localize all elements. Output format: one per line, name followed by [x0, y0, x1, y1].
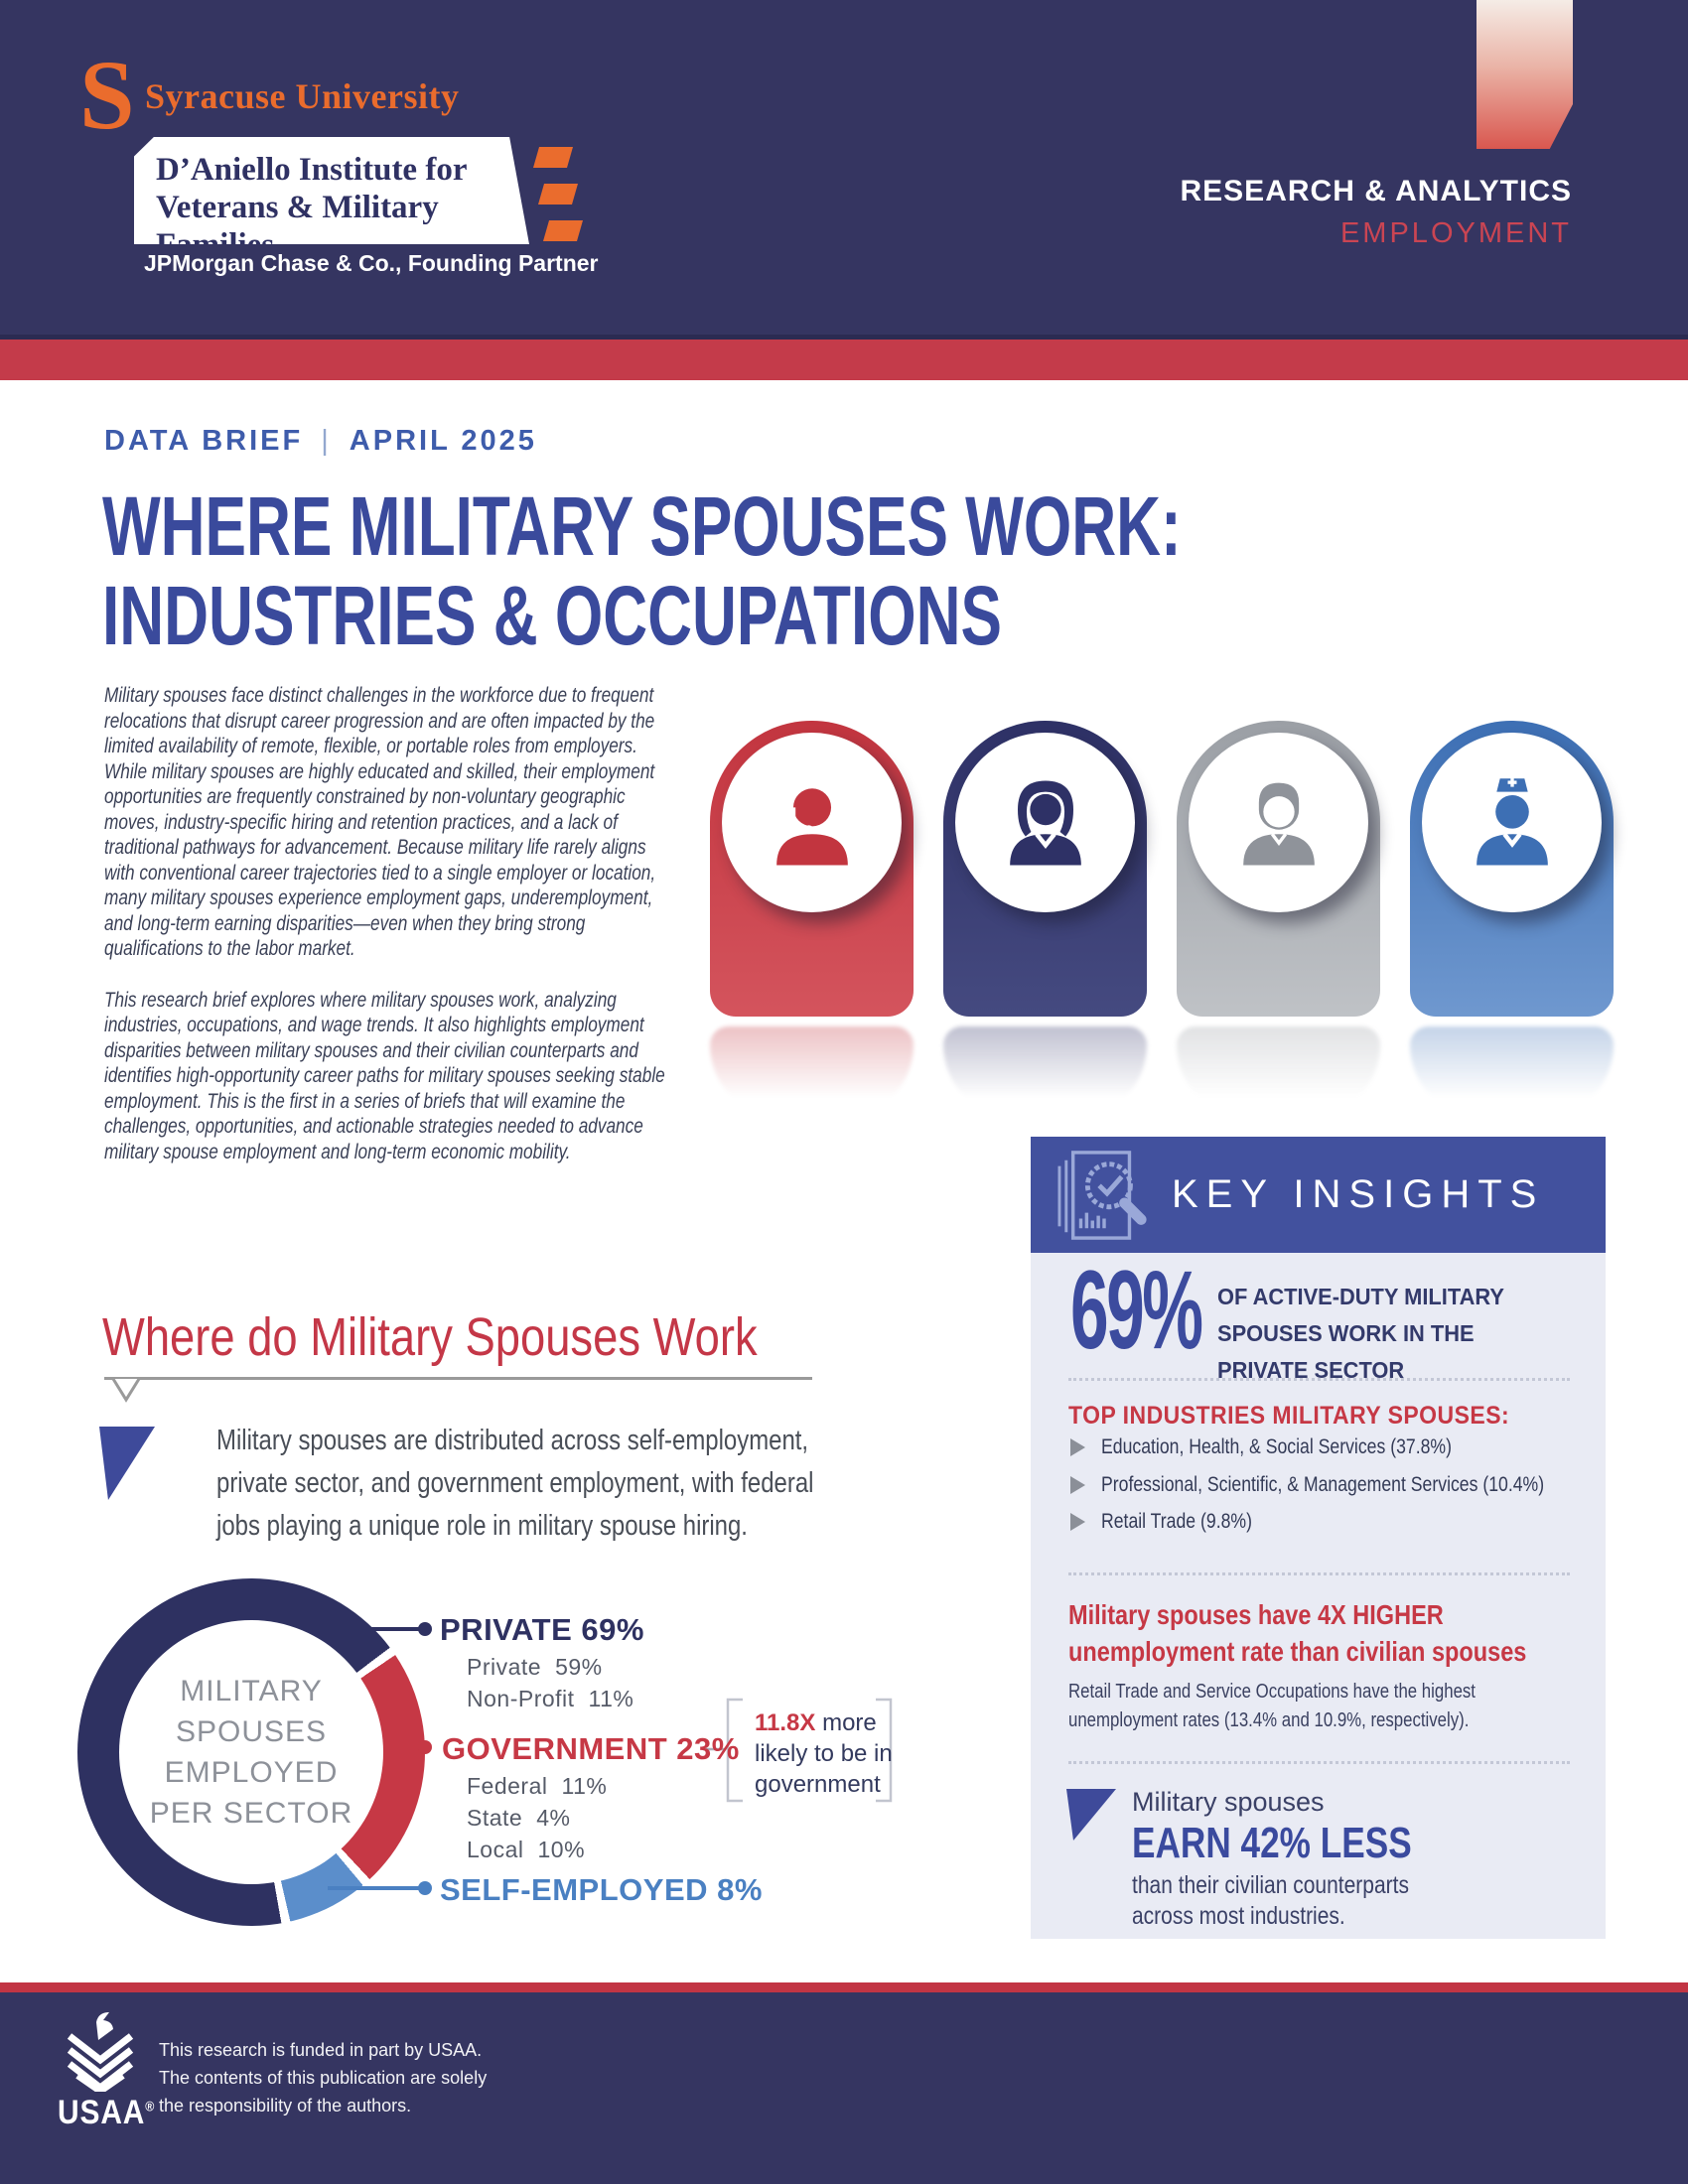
section-title: Where do Military Spouses Work	[102, 1307, 758, 1367]
section-intro: Military spouses are distributed across …	[216, 1420, 927, 1548]
label-private-sub: Non-Profit 11%	[467, 1686, 634, 1711]
section-intro-line1: Military spouses are distributed across …	[216, 1425, 809, 1456]
earnings-detail: than their civilian counterparts across …	[1132, 1871, 1409, 1930]
kicker-separator: |	[321, 425, 332, 457]
intro-paragraph-1: Military spouses face distinct challenge…	[104, 684, 656, 960]
university-name: Syracuse University	[145, 76, 460, 116]
founding-partner: JPMorgan Chase & Co., Founding Partner	[144, 250, 599, 276]
industry-item: Education, Health, & Social Services (37…	[1070, 1435, 1518, 1459]
key-insights-header: KEY INSIGHTS	[1031, 1137, 1606, 1253]
institute-name-line2: Veterans & Military Families	[156, 190, 439, 263]
dotted-divider	[1068, 1572, 1570, 1575]
occupation-pin-navy	[943, 721, 1147, 1017]
donut-center-label: MILITARY SPOUSES EMPLOYED PER SECTOR	[129, 1671, 373, 1834]
institute-name: D’Aniello Institute for Veterans & Milit…	[156, 151, 529, 263]
office-worker-icon	[1242, 782, 1315, 866]
top-industries-title: TOP INDUSTRIES MILITARY SPOUSES:	[1068, 1402, 1510, 1430]
earnings-stat: EARN 42% LESS	[1132, 1819, 1412, 1867]
header-band: S Syracuse University D’Aniello Institut…	[0, 0, 1688, 340]
report-magnifier-icon	[1057, 1151, 1147, 1240]
label-government-sub: Federal 11%	[467, 1773, 608, 1799]
label-government-sub: State 4%	[467, 1805, 571, 1831]
key-insights-panel: 69% OF ACTIVE-DUTY MILITARY SPOUSES WORK…	[1031, 1253, 1606, 1939]
pin-circle	[722, 733, 902, 912]
unemployment-headline: Military spouses have 4X HIGHER unemploy…	[1068, 1599, 1527, 1667]
intro-paragraphs: Military spouses face distinct challenge…	[104, 683, 674, 1190]
pennant-bullet-icon	[1066, 1789, 1116, 1841]
stat-69-caption: OF ACTIVE-DUTY MILITARY SPOUSES WORK IN …	[1217, 1284, 1504, 1383]
stat-69-percent: 69%	[1070, 1248, 1203, 1372]
pennant-bullet-icon	[99, 1427, 155, 1500]
dotted-divider	[1068, 1761, 1570, 1764]
pin-reflection	[943, 1026, 1147, 1118]
callout-text: more likely to be in government	[755, 1709, 893, 1798]
usaa-eagle-icon	[67, 2012, 134, 2092]
page-title-line2: INDUSTRIES & OCCUPATIONS	[102, 569, 1002, 662]
occupation-pin-blue	[1410, 721, 1614, 1017]
section-intro-line2: private sector, and government employmen…	[216, 1467, 814, 1499]
callout-highlight: 11.8X	[755, 1709, 816, 1736]
flag-stripe-icon	[537, 184, 579, 205]
donut-center-line: EMPLOYED	[164, 1756, 339, 1789]
syracuse-s-logo: S	[79, 40, 135, 150]
donut-center-line: PER SECTOR	[149, 1797, 353, 1830]
triangle-bullet-icon	[1070, 1513, 1085, 1531]
sector-donut-figure: MILITARY SPOUSES EMPLOYED PER SECTOR PRI…	[60, 1549, 993, 1976]
triangle-bullet-icon	[1070, 1476, 1085, 1494]
donut-chart	[77, 1578, 425, 1926]
industry-item: Retail Trade (9.8%)	[1070, 1510, 1281, 1534]
flag-stripe-icon	[542, 220, 584, 241]
kicker-date: APRIL 2025	[349, 425, 537, 457]
pin-circle	[1189, 733, 1368, 912]
pin-reflection	[1410, 1026, 1614, 1118]
donut-center-line: MILITARY	[180, 1675, 323, 1707]
label-private: PRIVATE 69%	[440, 1612, 644, 1647]
series-category: RESEARCH & ANALYTICS	[1180, 175, 1572, 207]
unemployment-detail: Retail Trade and Service Occupations hav…	[1068, 1681, 1476, 1731]
intro-paragraph-2: This research brief explores where milit…	[104, 988, 665, 1163]
pin-circle	[1422, 733, 1602, 912]
label-government: GOVERNMENT 23%	[442, 1731, 740, 1766]
funding-disclaimer: This research is funded in part by USAA.…	[159, 2040, 488, 2116]
occupation-pin-red	[710, 721, 914, 1017]
occupation-pin-gray	[1177, 721, 1380, 1017]
bottom-red-stripe	[0, 1982, 1688, 1992]
divider-notch-icon	[111, 1378, 141, 1403]
section-divider	[104, 1377, 812, 1380]
professional-woman-icon	[1009, 779, 1081, 866]
label-government-sub: Local 10%	[467, 1837, 586, 1862]
key-insights-title: KEY INSIGHTS	[1172, 1172, 1545, 1216]
institute-name-line1: D’Aniello Institute for	[156, 152, 468, 188]
kicker: DATA BRIEF | APRIL 2025	[104, 425, 537, 458]
top-red-stripe	[0, 340, 1688, 380]
pin-reflection	[1177, 1026, 1380, 1118]
footer-band: USAA® This research is funded in part by…	[0, 1992, 1688, 2184]
institute-logo-box: D’Aniello Institute for Veterans & Milit…	[134, 137, 529, 244]
label-private-sub: Private 59%	[467, 1654, 603, 1680]
donut-center-line: SPOUSES	[175, 1715, 328, 1748]
call-center-agent-icon	[775, 781, 848, 866]
dotted-divider	[1068, 1378, 1570, 1381]
donut-connectors	[328, 1622, 893, 1895]
kicker-label: DATA BRIEF	[104, 425, 304, 457]
earnings-intro: Military spouses	[1132, 1787, 1325, 1817]
government-callout: 11.8X more likely to be in government	[755, 1707, 909, 1800]
pin-circle	[955, 733, 1135, 912]
label-self-employed: SELF-EMPLOYED 8%	[440, 1872, 763, 1907]
usaa-logo-text: USAA®	[58, 2094, 156, 2131]
industry-item: Professional, Scientific, & Management S…	[1070, 1473, 1628, 1497]
bookmark-ribbon-icon	[1477, 0, 1573, 149]
flag-stripe-icon	[532, 147, 574, 168]
series-subcategory: EMPLOYMENT	[1339, 217, 1572, 249]
pin-reflection	[710, 1026, 914, 1118]
triangle-bullet-icon	[1070, 1438, 1085, 1456]
page-title-line1: WHERE MILITARY SPOUSES WORK:	[102, 479, 1182, 573]
section-intro-line3: jobs playing a unique role in military s…	[216, 1510, 748, 1542]
nurse-icon	[1476, 777, 1548, 866]
